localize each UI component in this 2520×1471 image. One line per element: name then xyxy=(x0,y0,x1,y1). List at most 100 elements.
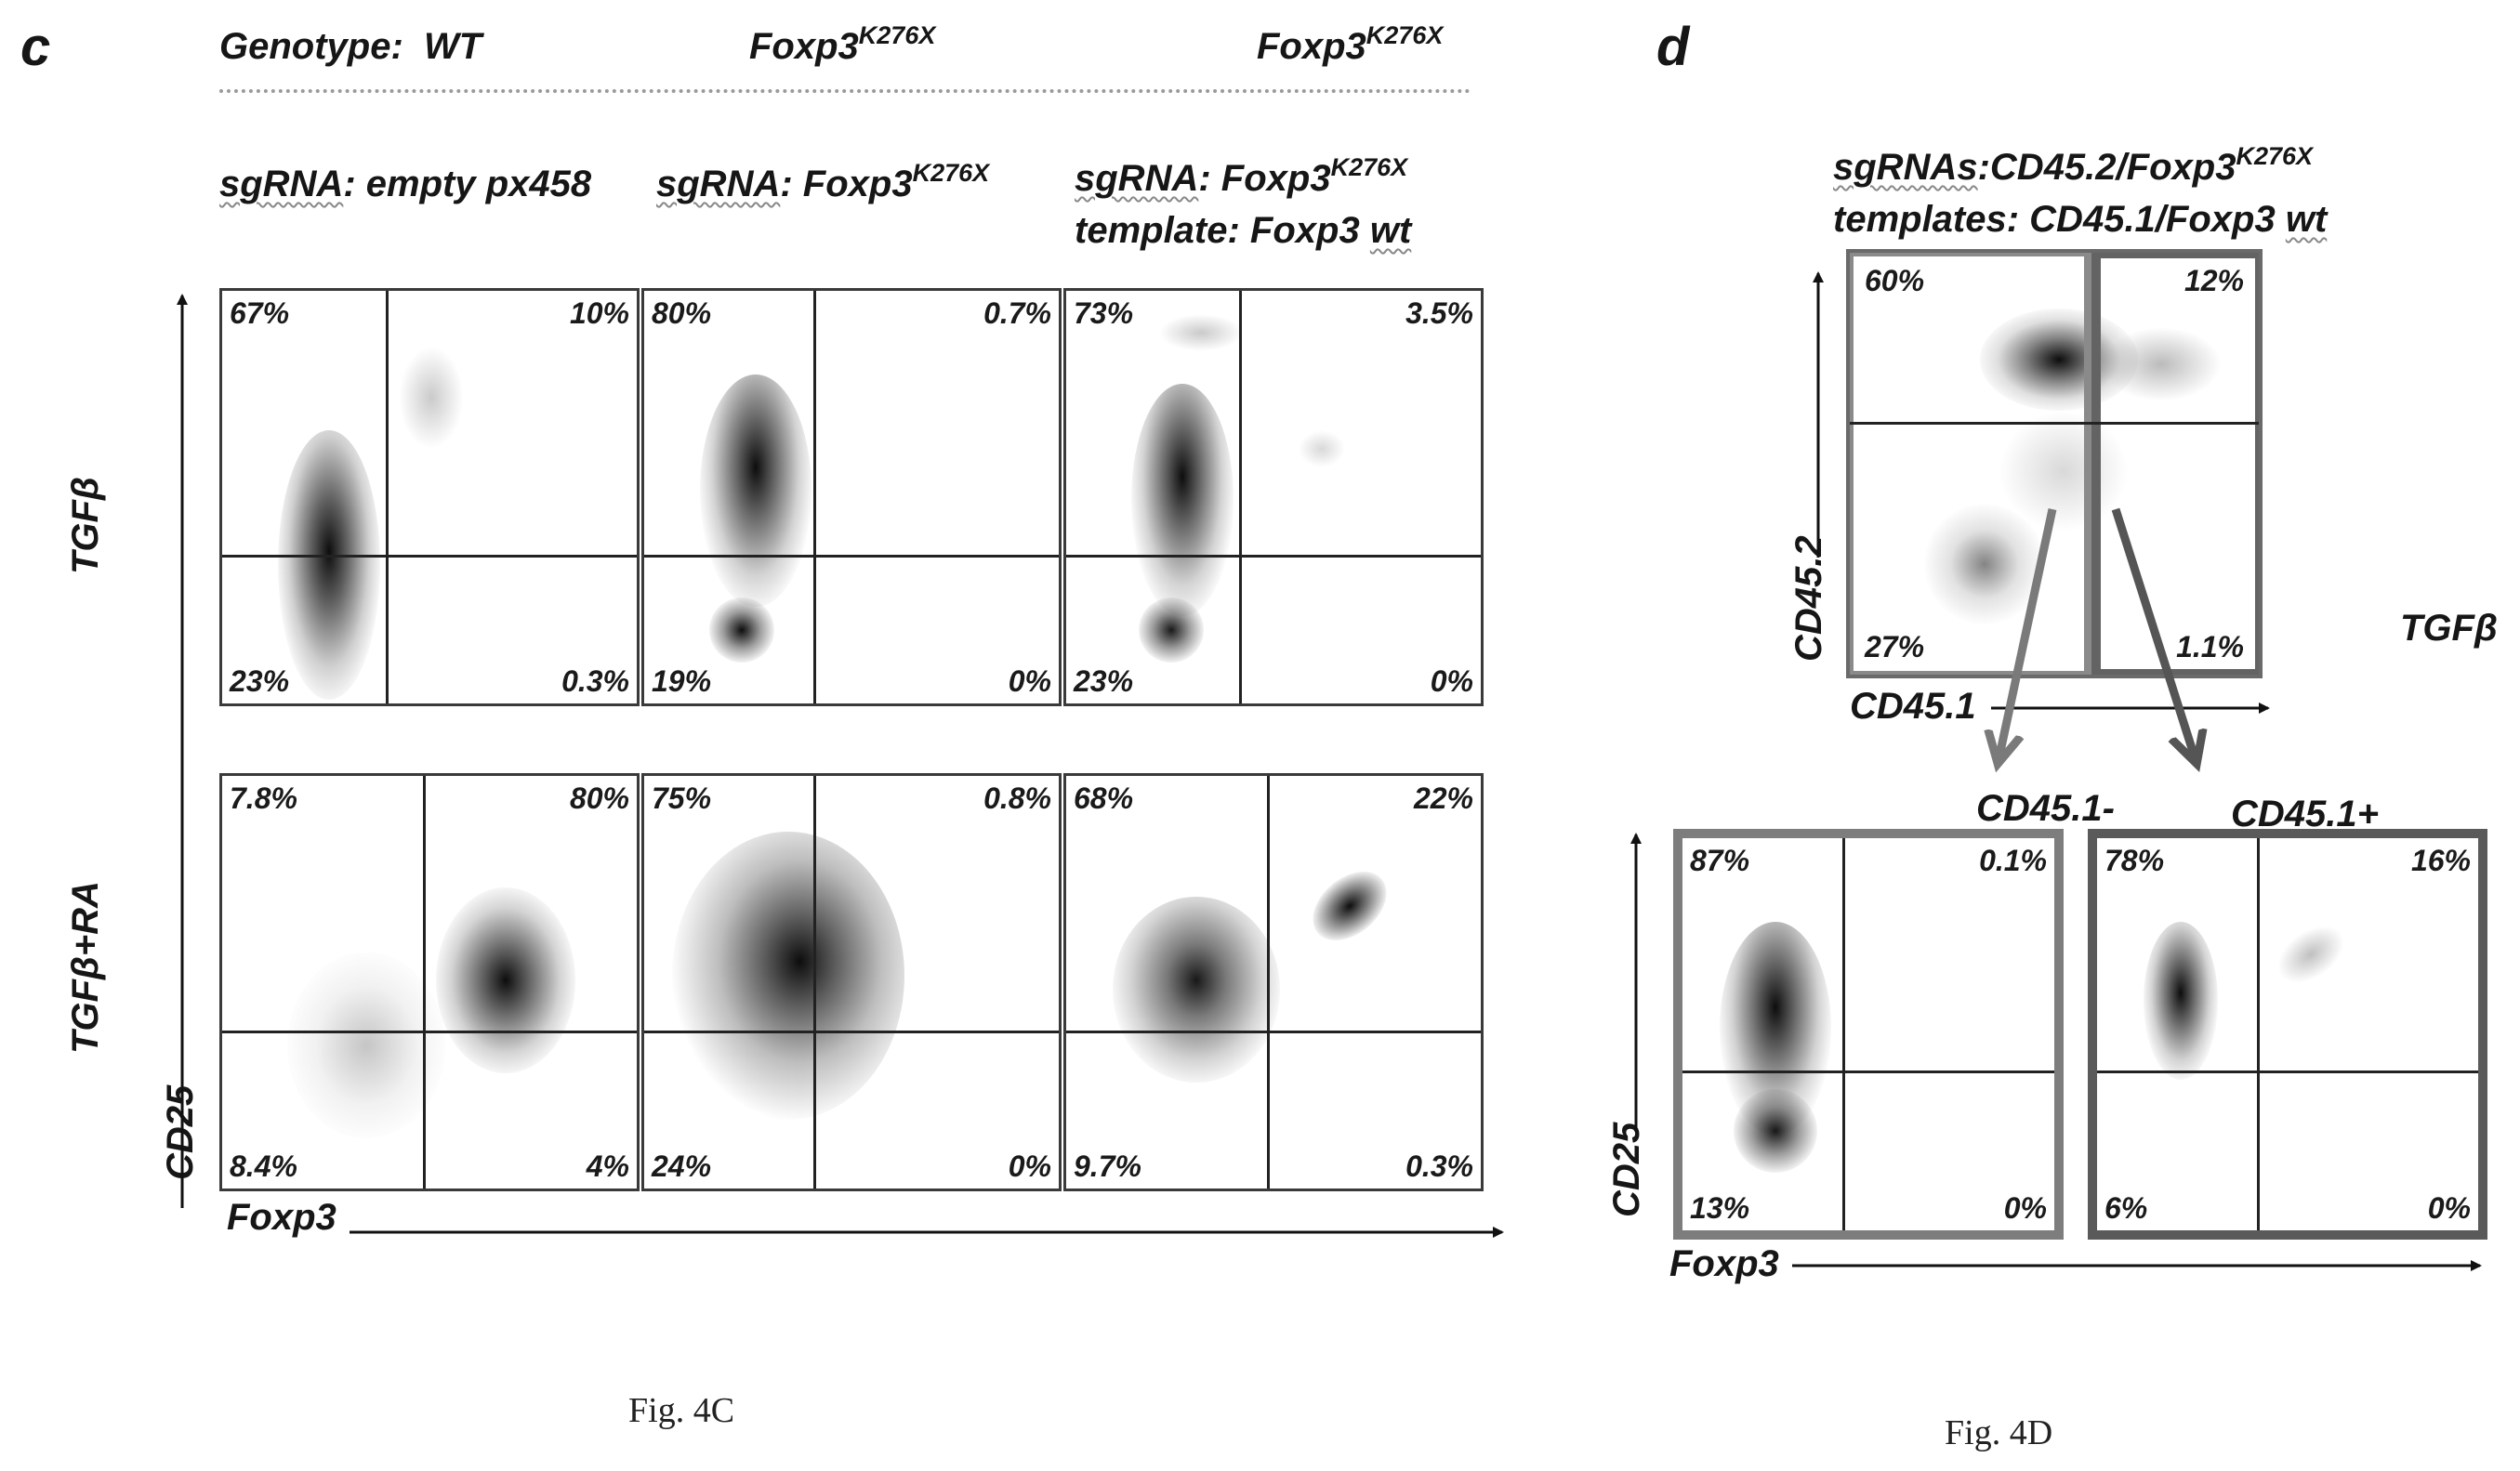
quadrant-ll: 23% xyxy=(1074,664,1134,698)
quadrant-gate-horizontal xyxy=(1850,422,2259,425)
cd45-1-neg-title: CD45.1- xyxy=(1976,788,2115,829)
cd45-1-pos-gate xyxy=(2091,253,2259,675)
templates-label: templates: CD45.1/Foxp3 wt xyxy=(1833,201,2327,238)
density-cloud xyxy=(1299,430,1345,467)
quadrant-gate-vertical xyxy=(1842,838,1845,1230)
flow-plot-c1: 67% 10% 23% 0.3% xyxy=(219,288,640,706)
quadrant-ll: 27% xyxy=(1865,630,1925,663)
panel-d-top-x-axis-label: CD45.1 xyxy=(1850,686,1976,727)
quadrant-gate-vertical xyxy=(1267,776,1270,1189)
quadrant-gate-vertical xyxy=(1239,291,1242,703)
quadrant-lr: 0.3% xyxy=(561,664,629,698)
flow-plot-c5: 75% 0.8% 24% 0% xyxy=(641,773,1062,1191)
quadrant-ll: 6% xyxy=(2104,1191,2148,1225)
quadrant-gate-vertical xyxy=(813,776,816,1189)
flow-plot-c3: 73% 3.5% 23% 0% xyxy=(1063,288,1484,706)
quadrant-gate-horizontal xyxy=(644,555,1059,558)
quadrant-ur: 16% xyxy=(2410,844,2471,877)
quadrant-ul: 80% xyxy=(652,296,712,330)
sgrnas-label: sgRNAs:CD45.2/Foxp3K276X xyxy=(1833,144,2313,188)
quadrant-ur: 0.7% xyxy=(983,296,1051,330)
sgrnas-label-sup: K276X xyxy=(2236,142,2314,170)
quadrant-gate-horizontal xyxy=(1066,555,1481,558)
sgrna-label-3: sgRNA: Foxp3K276X xyxy=(1075,155,1407,199)
flow-plot-c4: 7.8% 80% 8.4% 4% xyxy=(219,773,640,1191)
quadrant-gate-vertical xyxy=(2257,838,2260,1230)
quadrant-lr: 0% xyxy=(1008,664,1051,698)
quadrant-lr: 0.3% xyxy=(1405,1149,1473,1183)
quadrant-ur: 3.5% xyxy=(1405,296,1473,330)
template-label-wt: wt xyxy=(1369,210,1412,251)
quadrant-ur: 0.1% xyxy=(1979,844,2047,877)
quadrant-gate-vertical xyxy=(386,291,389,703)
quadrant-ll: 9.7% xyxy=(1074,1149,1141,1183)
quadrant-ul: 7.8% xyxy=(230,781,297,815)
panel-c-x-axis-label: Foxp3 xyxy=(227,1197,336,1238)
panel-d-letter: d xyxy=(1656,17,1690,77)
quadrant-lr: 0% xyxy=(2427,1191,2471,1225)
gate-arrow-cd45-1-pos xyxy=(2111,507,2196,760)
density-cloud xyxy=(1113,897,1280,1083)
template-label-prefix: template: Foxp3 xyxy=(1075,210,1370,251)
quadrant-gate-vertical xyxy=(813,291,816,703)
quadrant-ll: 24% xyxy=(652,1149,712,1183)
cd45-1-pos-title: CD45.1+ xyxy=(2231,794,2379,834)
quadrant-ul: 87% xyxy=(1690,844,1750,877)
quadrant-lr: 0% xyxy=(1430,664,1473,698)
quadrant-gate-horizontal xyxy=(222,1031,637,1033)
flow-plot-c2: 80% 0.7% 19% 0% xyxy=(641,288,1062,706)
quadrant-ll: 13% xyxy=(1690,1191,1750,1225)
panel-d-x-axis-label: Foxp3 xyxy=(1669,1243,1779,1284)
quadrant-ul: 60% xyxy=(1865,264,1925,297)
panel-d-condition-label: TGFβ xyxy=(2400,608,2498,649)
density-cloud xyxy=(709,598,774,663)
figure-caption-4c: Fig. 4C xyxy=(628,1391,735,1430)
quadrant-gate-horizontal xyxy=(1682,1070,2054,1073)
genotype-label: Genotype: WT xyxy=(219,28,482,65)
density-cloud xyxy=(2101,327,2222,401)
sgrnas-label-rest: :CD45.2/Foxp3 xyxy=(1977,147,2236,188)
quadrant-lr: 0% xyxy=(2003,1191,2047,1225)
sgrna-label-1: sgRNA: empty px458 xyxy=(219,165,591,203)
genotype-mutant-1: Foxp3K276X xyxy=(749,23,935,67)
density-cloud xyxy=(1734,1089,1817,1173)
sgrna-label-1-rest: : empty px458 xyxy=(343,164,592,204)
genotype-mutant-2-base: Foxp3 xyxy=(1257,26,1366,67)
density-cloud xyxy=(1131,384,1234,616)
density-cloud xyxy=(1924,504,2045,624)
templates-label-text: templates: CD45.1/Foxp3 xyxy=(1833,199,2286,240)
sgrna-label-1-prefix: sgRNA xyxy=(219,164,344,204)
sgrna-label-2-rest: : Foxp3 xyxy=(780,164,913,204)
genotype-wt: WT xyxy=(424,26,482,67)
quadrant-ur: 22% xyxy=(1413,781,1473,815)
quadrant-lr: 4% xyxy=(586,1149,629,1183)
genotype-divider xyxy=(219,89,1471,93)
sgrnas-label-prefix: sgRNAs xyxy=(1833,147,1978,188)
quadrant-lr: 0% xyxy=(1008,1149,1051,1183)
density-cloud xyxy=(278,430,380,700)
density-cloud xyxy=(399,347,464,449)
quadrant-gate-vertical xyxy=(423,776,426,1189)
sgrna-label-3-rest: : Foxp3 xyxy=(1198,158,1331,199)
density-cloud xyxy=(1139,598,1204,663)
gate-arrow-cd45-1-neg xyxy=(1999,508,2057,760)
quadrant-gate-horizontal xyxy=(1066,1031,1481,1033)
density-cloud xyxy=(287,952,445,1138)
templates-label-wt: wt xyxy=(2285,199,2328,240)
quadrant-ul: 68% xyxy=(1074,781,1134,815)
flow-plot-d-top: 60% 12% 27% 1.1% xyxy=(1846,249,2263,678)
density-cloud xyxy=(1999,411,2129,532)
genotype-mutant-1-sup: K276X xyxy=(858,21,936,49)
genotype-label-text: Genotype: xyxy=(219,26,403,67)
genotype-mutant-1-base: Foxp3 xyxy=(749,26,859,67)
sgrna-label-3-prefix: sgRNA xyxy=(1075,158,1199,199)
quadrant-ur: 80% xyxy=(569,781,629,815)
quadrant-ll: 8.4% xyxy=(230,1149,297,1183)
flow-plot-d-cd45-1-pos: 78% 16% 6% 0% xyxy=(2088,829,2487,1240)
quadrant-ur: 0.8% xyxy=(983,781,1051,815)
density-cloud xyxy=(700,374,811,607)
panel-c-letter: c xyxy=(20,17,51,77)
density-cloud xyxy=(436,887,575,1073)
density-cloud xyxy=(1159,314,1243,351)
